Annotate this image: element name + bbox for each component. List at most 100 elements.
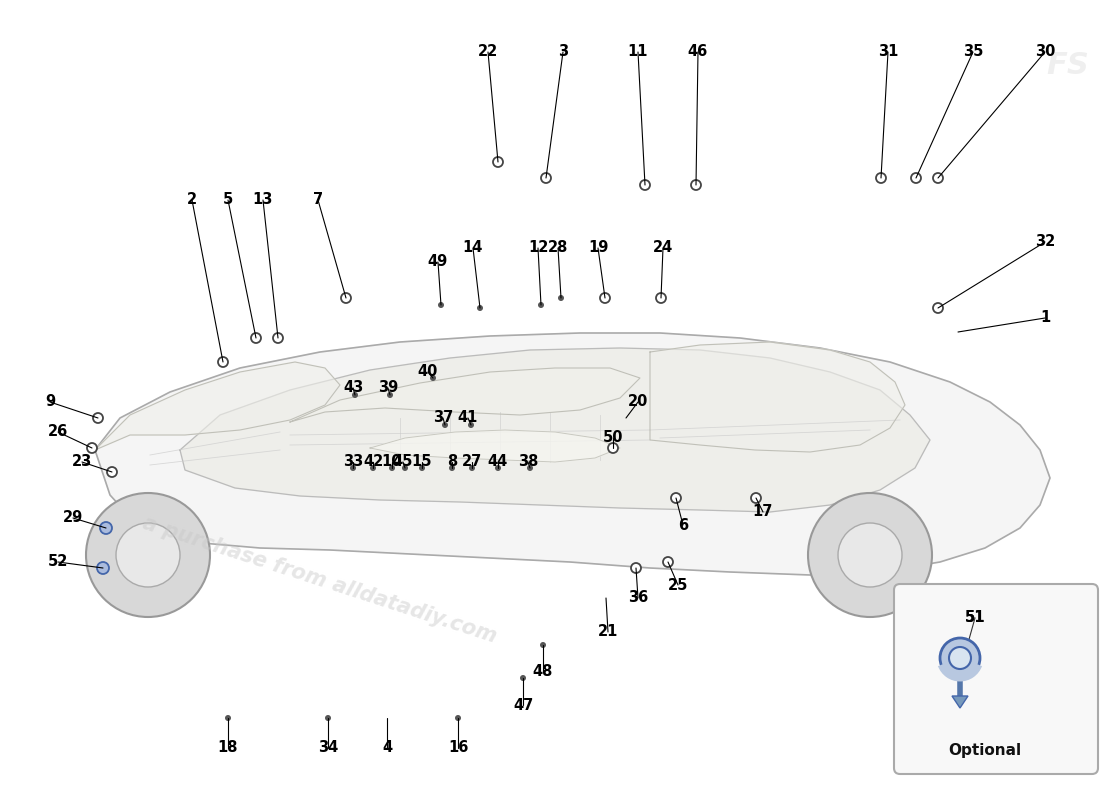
- Text: 46: 46: [688, 45, 708, 59]
- Circle shape: [527, 465, 534, 471]
- Polygon shape: [952, 696, 968, 708]
- Circle shape: [808, 493, 932, 617]
- Circle shape: [101, 523, 111, 533]
- Polygon shape: [650, 342, 905, 452]
- Text: 40: 40: [418, 365, 438, 379]
- Circle shape: [455, 715, 461, 721]
- Text: 30: 30: [1035, 45, 1055, 59]
- Text: 11: 11: [628, 45, 648, 59]
- Circle shape: [876, 173, 886, 183]
- Text: 6: 6: [678, 518, 689, 533]
- Text: 26: 26: [48, 425, 68, 439]
- Text: 39: 39: [378, 381, 398, 395]
- Text: 9: 9: [45, 394, 55, 410]
- Circle shape: [430, 375, 436, 381]
- Text: 43: 43: [343, 381, 363, 395]
- Text: 31: 31: [878, 45, 899, 59]
- Text: 36: 36: [628, 590, 648, 606]
- Circle shape: [558, 295, 564, 301]
- Circle shape: [116, 523, 180, 587]
- Text: 20: 20: [628, 394, 648, 410]
- Text: 4: 4: [382, 741, 392, 755]
- Text: 8: 8: [447, 454, 458, 470]
- Circle shape: [751, 493, 761, 503]
- Text: 32: 32: [1035, 234, 1055, 250]
- Circle shape: [640, 180, 650, 190]
- Polygon shape: [95, 362, 340, 450]
- Polygon shape: [290, 368, 640, 422]
- Text: 51: 51: [965, 610, 986, 626]
- Circle shape: [608, 443, 618, 453]
- Circle shape: [933, 173, 943, 183]
- Text: 10: 10: [382, 454, 403, 470]
- Text: 12: 12: [528, 241, 548, 255]
- Circle shape: [442, 422, 448, 428]
- Circle shape: [97, 562, 109, 574]
- Circle shape: [631, 563, 641, 573]
- Polygon shape: [95, 333, 1050, 575]
- Text: 5: 5: [223, 193, 233, 207]
- Circle shape: [940, 638, 980, 678]
- Circle shape: [656, 293, 666, 303]
- Circle shape: [387, 392, 393, 398]
- Circle shape: [468, 422, 474, 428]
- Circle shape: [911, 173, 921, 183]
- Text: 2: 2: [187, 193, 197, 207]
- Text: 22: 22: [477, 45, 498, 59]
- Circle shape: [469, 465, 475, 471]
- Circle shape: [87, 443, 97, 453]
- Text: 1: 1: [1040, 310, 1050, 326]
- Circle shape: [541, 173, 551, 183]
- Polygon shape: [370, 430, 620, 462]
- Circle shape: [350, 465, 356, 471]
- Circle shape: [324, 715, 331, 721]
- Circle shape: [402, 465, 408, 471]
- Text: 25: 25: [668, 578, 689, 593]
- Text: 3: 3: [558, 45, 568, 59]
- Text: 49: 49: [428, 254, 448, 270]
- Circle shape: [218, 357, 228, 367]
- Text: 23: 23: [72, 454, 92, 470]
- Circle shape: [226, 715, 231, 721]
- Text: Optional: Optional: [948, 742, 1022, 758]
- Circle shape: [663, 557, 673, 567]
- Text: 29: 29: [63, 510, 84, 526]
- Text: 24: 24: [653, 241, 673, 255]
- Text: 13: 13: [253, 193, 273, 207]
- Text: 45: 45: [393, 454, 414, 470]
- Text: 7: 7: [312, 193, 323, 207]
- Circle shape: [86, 493, 210, 617]
- Circle shape: [933, 303, 943, 313]
- Circle shape: [691, 180, 701, 190]
- Circle shape: [419, 465, 425, 471]
- Text: 19: 19: [587, 241, 608, 255]
- Circle shape: [98, 563, 108, 573]
- Text: 52: 52: [47, 554, 68, 570]
- Text: 18: 18: [218, 741, 239, 755]
- Text: 42: 42: [363, 454, 383, 470]
- Circle shape: [671, 493, 681, 503]
- Circle shape: [495, 465, 500, 471]
- Text: 28: 28: [548, 241, 569, 255]
- Text: 38: 38: [518, 454, 538, 470]
- Text: a purchase from alldatadiy.com: a purchase from alldatadiy.com: [141, 513, 499, 647]
- Text: 34: 34: [318, 741, 338, 755]
- Text: 48: 48: [532, 665, 553, 679]
- Circle shape: [370, 465, 376, 471]
- Text: 15: 15: [411, 454, 432, 470]
- Circle shape: [538, 302, 544, 308]
- Text: 51: 51: [965, 610, 986, 626]
- Circle shape: [438, 302, 444, 308]
- FancyBboxPatch shape: [894, 584, 1098, 774]
- Text: 50: 50: [603, 430, 624, 446]
- Text: 44: 44: [488, 454, 508, 470]
- Text: 14: 14: [463, 241, 483, 255]
- Circle shape: [949, 647, 971, 669]
- Text: 27: 27: [462, 454, 482, 470]
- Circle shape: [100, 522, 112, 534]
- Text: 16: 16: [448, 741, 469, 755]
- Circle shape: [107, 467, 117, 477]
- Circle shape: [540, 642, 546, 648]
- Text: FS: FS: [1046, 50, 1089, 79]
- Polygon shape: [180, 348, 929, 512]
